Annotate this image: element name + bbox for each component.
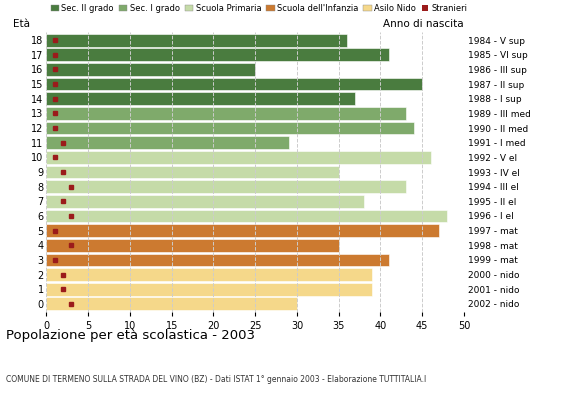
Bar [46,180,405,193]
Bar [46,268,372,281]
Bar [46,122,414,134]
Text: Età: Età [13,19,30,29]
Bar [46,48,389,61]
Legend: Sec. II grado, Sec. I grado, Scuola Primaria, Scuola dell'Infanzia, Asilo Nido, : Sec. II grado, Sec. I grado, Scuola Prim… [50,4,468,13]
Bar [46,254,389,266]
Bar [46,239,339,252]
Bar [46,298,297,310]
Bar [46,63,255,76]
Bar [46,34,347,46]
Bar [46,78,422,90]
Text: COMUNE DI TERMENO SULLA STRADA DEL VINO (BZ) - Dati ISTAT 1° gennaio 2003 - Elab: COMUNE DI TERMENO SULLA STRADA DEL VINO … [6,375,426,384]
Bar [46,107,405,120]
Text: Anno di nascita: Anno di nascita [383,19,464,29]
Bar [46,166,339,178]
Bar [46,195,364,208]
Bar [46,210,447,222]
Bar [46,151,430,164]
Bar [46,136,289,149]
Text: Popolazione per età scolastica - 2003: Popolazione per età scolastica - 2003 [6,329,255,342]
Bar [46,224,439,237]
Bar [46,92,356,105]
Bar [46,283,372,296]
